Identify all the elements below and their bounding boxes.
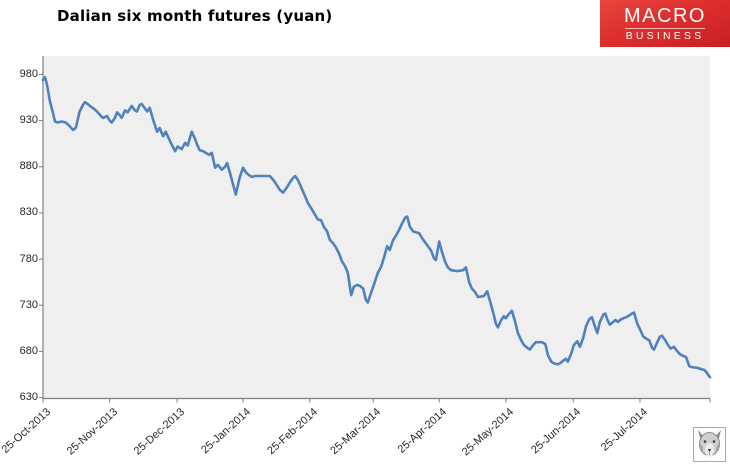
macrobusiness-logo: MACRO BUSINESS xyxy=(600,0,730,47)
wolf-face-drawing xyxy=(698,430,721,457)
y-axis-label: 830 xyxy=(19,206,38,219)
y-axis-label: 980 xyxy=(19,67,38,80)
logo-text-business: BUSINESS xyxy=(625,29,705,42)
plot-area xyxy=(43,56,710,399)
logo-divider xyxy=(625,27,705,29)
y-axis-label: 880 xyxy=(19,160,38,173)
y-axis-label: 680 xyxy=(19,344,38,357)
logo-text-macro: MACRO xyxy=(624,4,706,27)
y-axis-label: 930 xyxy=(19,114,38,127)
axis-lines xyxy=(42,56,710,400)
price-line-series xyxy=(41,75,712,379)
y-axis-label: 780 xyxy=(19,252,38,265)
y-axis-label: 730 xyxy=(19,298,38,311)
chart-title: Dalian six month futures (yuan) xyxy=(57,7,333,25)
wolf-stamp-icon xyxy=(693,427,726,462)
y-axis-label: 630 xyxy=(19,391,38,404)
